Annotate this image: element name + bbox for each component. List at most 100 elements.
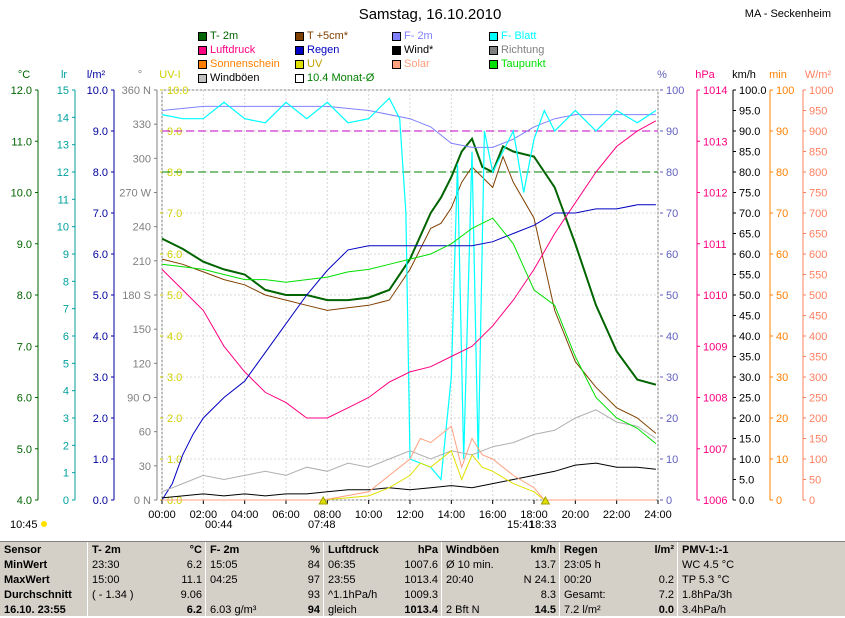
stats-row: MaxWert — [0, 573, 88, 588]
stats-row: 15:00 11.1 — [88, 573, 206, 588]
stats-row: ^1.1hPa/h 1009.3 — [324, 588, 442, 603]
stats-row: TP 5.3 °C — [678, 573, 795, 588]
axis-tick-label-dir: 150 — [133, 324, 151, 336]
stats-header-label: Sensor — [4, 544, 42, 556]
sunrise-marker — [318, 495, 329, 505]
axis-tick-label-uv: 10.0 — [167, 85, 188, 97]
series-line-f-blatt — [161, 97, 657, 481]
stats-row: Gesamt: 7.2 — [560, 588, 678, 603]
stats-cell-value: N 24.1 — [523, 574, 556, 586]
series-line-taupunkt — [161, 217, 657, 444]
axis-tick-label-temp: 7.0 — [17, 341, 32, 353]
moonset-label: 00:44 — [205, 519, 233, 531]
axis-unit-temp: °C — [18, 69, 30, 81]
axis-tick-label-lr: 7 — [63, 304, 69, 316]
axis-tick-label-speed: 55.0 — [739, 270, 760, 282]
stats-separator — [559, 542, 560, 616]
series-line-uv — [162, 449, 656, 501]
legend-label: T- 2m — [210, 30, 239, 42]
axis-tick-label-solar: 750 — [809, 188, 827, 200]
axis-tick-label-uv: 7.0 — [167, 208, 182, 220]
stats-cell-label: 3.4hPa/h — [682, 604, 727, 616]
stats-row: Ø 10 min. 13.7 — [442, 558, 560, 573]
stats-header-label: F- 2m — [210, 544, 240, 556]
stats-row: 7.2 l/m² 0.0 — [560, 603, 678, 618]
sun-icon — [41, 521, 47, 527]
axis-tick-label-temp: 10.0 — [11, 188, 32, 200]
stats-cell-label: WC 4.5 °C — [682, 559, 735, 571]
moonrise-label: 15:41 — [507, 519, 535, 531]
stats-row: 04:25 97 — [206, 573, 324, 588]
time-tick-label: 10:00 — [355, 509, 383, 521]
page-title: Samstag, 16.10.2010 — [358, 6, 502, 23]
series-line-f-2m — [161, 105, 656, 148]
axis-unit-uv: UV-I — [159, 69, 180, 81]
stats-row: 15:05 84 — [206, 558, 324, 573]
axis-tick-label-lr: 5 — [63, 358, 69, 370]
stats-cell-label: 1.8hPa/3h — [682, 589, 733, 601]
axis-tick-label-speed: 25.0 — [739, 393, 760, 405]
axis-tick-label-rain: 0.0 — [93, 495, 108, 507]
axis-tick-label-minutes: 40 — [776, 331, 788, 343]
legend-item: Sonnenschein — [198, 58, 280, 70]
stats-cell-label: 2 Bft N — [446, 604, 480, 616]
axis-tick-label-lr: 13 — [57, 140, 69, 152]
axis-unit-lr: lr — [61, 69, 67, 81]
axis-tick-label-speed: 90.0 — [739, 126, 760, 138]
stats-column: T- 2m °C 23:30 6.2 15:00 11.1 ( - 1.34 ) 9.06 6.… — [88, 542, 206, 616]
axis-tick-label-speed: 20.0 — [739, 413, 760, 425]
axis-tick-label-dir: 360 N — [122, 85, 151, 97]
axis-tick-label-solar: 700 — [809, 208, 827, 220]
axis-tick-label-lr: 6 — [63, 331, 69, 343]
stats-row: 6.2 — [88, 603, 206, 618]
stats-cell-value: 94 — [307, 604, 320, 616]
time-tick-label: 06:00 — [272, 509, 300, 521]
stats-cell-value: 7.2 — [658, 589, 674, 601]
stats-cell-value: 11.1 — [181, 574, 202, 586]
time-tick-label: 08:00 — [314, 509, 342, 521]
axis-tick-label-speed: 65.0 — [739, 229, 760, 241]
axis-tick-label-speed: 15.0 — [739, 434, 760, 446]
left-time-label: 10:45 — [10, 519, 38, 531]
axis-tick-label-pressure: 1014 — [703, 85, 727, 97]
series-line-t-5cm- — [161, 155, 657, 434]
stats-cell-value: 8.3 — [540, 589, 556, 601]
stats-cell-value: 0.0 — [658, 604, 674, 616]
stats-header-unit: km/h — [530, 544, 556, 556]
axis-tick-label-solar: 200 — [809, 413, 827, 425]
axis-unit-solar: W/m² — [805, 69, 832, 81]
stats-row: ( - 1.34 ) 9.06 — [88, 588, 206, 603]
axis-tick-label-uv: 4.0 — [167, 331, 182, 343]
axis-tick-label-temp: 4.0 — [17, 495, 32, 507]
axis-tick-label-solar: 500 — [809, 290, 827, 302]
legend-label: T +5cm* — [307, 30, 349, 42]
stats-cell-value: 14.5 — [534, 604, 556, 616]
axis-tick-label-rain: 6.0 — [93, 249, 108, 261]
stats-header-label: Regen — [564, 544, 598, 556]
axis-tick-label-humidity: 50 — [666, 290, 678, 302]
sunset-marker — [540, 495, 551, 505]
axis-tick-label-dir: 60 — [139, 427, 151, 439]
stats-cell-label: 15:05 — [210, 559, 238, 571]
axis-tick-label-humidity: 70 — [666, 208, 678, 220]
stats-row: MinWert — [0, 558, 88, 573]
axis-tick-label-rain: 10.0 — [87, 85, 108, 97]
axis-tick-label-rain: 1.0 — [93, 454, 108, 466]
stats-row: Durchschnitt — [0, 588, 88, 603]
stats-column: PMV-1:-1 WC 4.5 °C TP 5.3 °C 1.8hPa/3h 3.4hP… — [678, 542, 795, 616]
axis-tick-label-rain: 4.0 — [93, 331, 108, 343]
legend-label: Solar — [404, 58, 430, 70]
legend-label: F- 2m — [404, 30, 433, 42]
axis-tick-label-speed: 10.0 — [739, 454, 760, 466]
stats-cell-label: 16.10. 23:55 — [4, 604, 66, 616]
stats-cell-value: 1013.4 — [404, 604, 438, 616]
stats-cell-label: 04:25 — [210, 574, 238, 586]
axis-tick-label-rain: 3.0 — [93, 372, 108, 384]
stats-cell-label: MinWert — [4, 559, 48, 571]
stats-separator — [323, 542, 324, 616]
axis-tick-label-temp: 8.0 — [17, 290, 32, 302]
axis-tick-label-solar: 450 — [809, 311, 827, 323]
legend-item: T- 2m — [198, 30, 238, 42]
legend-swatch — [198, 59, 207, 69]
axis-tick-label-temp: 5.0 — [17, 444, 32, 456]
